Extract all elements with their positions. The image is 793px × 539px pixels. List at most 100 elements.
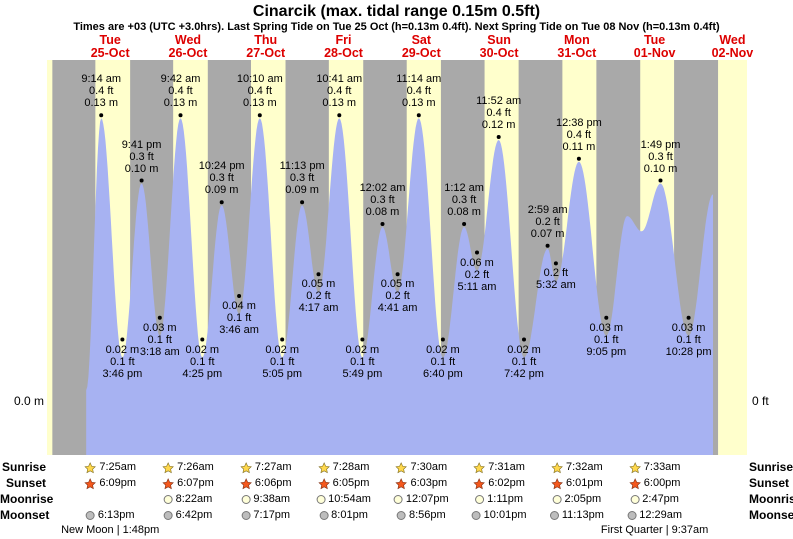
low-tide-marker bbox=[395, 272, 400, 277]
low-tide-marker bbox=[280, 337, 285, 342]
daylight-band bbox=[47, 60, 53, 455]
sunrise-entry: 7:25am bbox=[84, 461, 136, 474]
astro-time: 11:13pm bbox=[561, 509, 604, 521]
astro-time: 8:22am bbox=[175, 493, 213, 505]
sunrise-entry: 7:31am bbox=[473, 461, 525, 474]
high-tide-marker bbox=[257, 113, 262, 118]
astro-time: 7:25am bbox=[99, 461, 137, 473]
low-tide-marker bbox=[200, 337, 205, 342]
moonrise-entry: 8:22am bbox=[163, 493, 213, 506]
moonset-circle-icon bbox=[85, 511, 95, 520]
high-tide-marker bbox=[658, 178, 663, 183]
sunset-star-icon bbox=[551, 477, 563, 489]
astro-time: 2:05pm bbox=[564, 493, 602, 505]
astro-row-label-left: Sunrise bbox=[1, 460, 46, 474]
astro-time: 6:03pm bbox=[410, 477, 448, 489]
day-label: Fri 28-Oct bbox=[324, 33, 363, 60]
astro-time: 6:02pm bbox=[488, 477, 525, 489]
high-tide-marker bbox=[380, 222, 385, 226]
high-tide-marker bbox=[337, 113, 342, 118]
moonset-entry: 6:13pm bbox=[85, 509, 135, 522]
moon-phase-label: New Moon | 1:48pm bbox=[61, 524, 160, 536]
moonset-circle-icon bbox=[163, 511, 173, 520]
moonrise-entry: 2:05pm bbox=[552, 493, 602, 506]
moonrise-entry: 2:47pm bbox=[630, 493, 679, 506]
astro-row-label-right: Moonset bbox=[749, 508, 793, 522]
moonset-circle-icon bbox=[241, 511, 251, 520]
low-tide-marker bbox=[553, 261, 558, 266]
sunrise-star-icon bbox=[629, 461, 641, 473]
sunset-entry: 6:02pm bbox=[473, 477, 525, 490]
page-title: Cinarcik (max. tidal range 0.15m 0.5ft) bbox=[252, 3, 541, 20]
day-label: Tue 25-Oct bbox=[90, 33, 130, 60]
astro-time: 12:29am bbox=[639, 509, 683, 521]
astro-time: 7:17pm bbox=[253, 509, 291, 521]
sunrise-entry: 7:32am bbox=[551, 461, 603, 474]
moonrise-circle-icon bbox=[630, 495, 640, 504]
sunset-star-icon bbox=[240, 477, 252, 489]
moonrise-entry: 12:07pm bbox=[393, 493, 449, 506]
high-tide-marker bbox=[139, 178, 144, 183]
moonset-circle-icon bbox=[627, 511, 637, 520]
astro-time: 6:09pm bbox=[99, 477, 137, 489]
moonrise-entry: 10:54am bbox=[316, 493, 371, 506]
moonset-entry: 10:01pm bbox=[471, 509, 526, 522]
astro-time: 6:42pm bbox=[175, 509, 213, 521]
moon-phase-label: First Quarter | 9:37am bbox=[600, 524, 709, 536]
astro-time: 10:54am bbox=[328, 493, 371, 505]
tide-curve bbox=[86, 118, 713, 456]
moonset-circle-icon bbox=[471, 511, 481, 520]
sunrise-star-icon bbox=[473, 461, 485, 473]
astro-time: 8:01pm bbox=[331, 509, 368, 521]
low-tide-marker bbox=[522, 337, 526, 342]
day-label: Wed 02-Nov bbox=[711, 33, 754, 60]
astro-row-label-left: Moonset bbox=[0, 508, 50, 522]
low-tide-marker bbox=[237, 294, 242, 298]
astro-time: 12:07pm bbox=[405, 493, 449, 505]
astro-row-label-right: Sunrise bbox=[749, 460, 793, 474]
high-tide-marker bbox=[545, 243, 550, 248]
moonset-entry: 7:17pm bbox=[241, 509, 290, 522]
day-label: Mon 31-Oct bbox=[557, 33, 597, 60]
astro-time: 7:26am bbox=[177, 461, 214, 473]
daylight-band bbox=[718, 60, 747, 455]
astro-time: 8:56pm bbox=[408, 509, 446, 521]
sunset-star-icon bbox=[84, 477, 97, 489]
astro-time: 7:32am bbox=[566, 461, 603, 473]
low-tide-marker bbox=[440, 337, 445, 342]
low-tide-marker bbox=[604, 315, 609, 320]
moonset-circle-icon bbox=[549, 511, 559, 520]
sunset-entry: 6:05pm bbox=[317, 477, 369, 490]
moonrise-entry: 9:38am bbox=[241, 493, 290, 506]
low-tide-marker bbox=[120, 337, 125, 342]
astro-row-label-left: Moonrise bbox=[0, 492, 54, 506]
day-label: Tue 01-Nov bbox=[633, 33, 676, 60]
moonrise-entry: 1:11pm bbox=[475, 493, 523, 506]
sunset-star-icon bbox=[162, 477, 174, 489]
sunrise-entry: 7:28am bbox=[317, 461, 369, 474]
astro-time: 9:38am bbox=[253, 493, 291, 505]
astro-time: 2:47pm bbox=[642, 493, 679, 505]
moonrise-circle-icon bbox=[475, 495, 485, 504]
sunset-entry: 6:07pm bbox=[162, 477, 214, 490]
day-label: Wed 26-Oct bbox=[168, 33, 208, 60]
low-tide-marker bbox=[475, 250, 479, 255]
sunrise-star-icon bbox=[84, 461, 97, 473]
moonrise-circle-icon bbox=[163, 495, 173, 504]
moonrise-circle-icon bbox=[316, 495, 326, 504]
moonset-entry: 8:56pm bbox=[396, 509, 446, 522]
astro-time: 6:07pm bbox=[177, 477, 214, 489]
astro-time: 1:11pm bbox=[487, 493, 524, 505]
moonset-circle-icon bbox=[396, 511, 406, 520]
sunrise-star-icon bbox=[395, 461, 408, 473]
sunset-entry: 6:03pm bbox=[395, 477, 447, 490]
astro-time: 6:13pm bbox=[97, 509, 135, 521]
sunset-star-icon bbox=[395, 477, 408, 489]
moonset-entry: 11:13pm bbox=[549, 509, 604, 522]
day-label: Sun 30-Oct bbox=[479, 33, 519, 60]
moonrise-circle-icon bbox=[552, 495, 562, 504]
high-tide-marker bbox=[496, 135, 501, 139]
